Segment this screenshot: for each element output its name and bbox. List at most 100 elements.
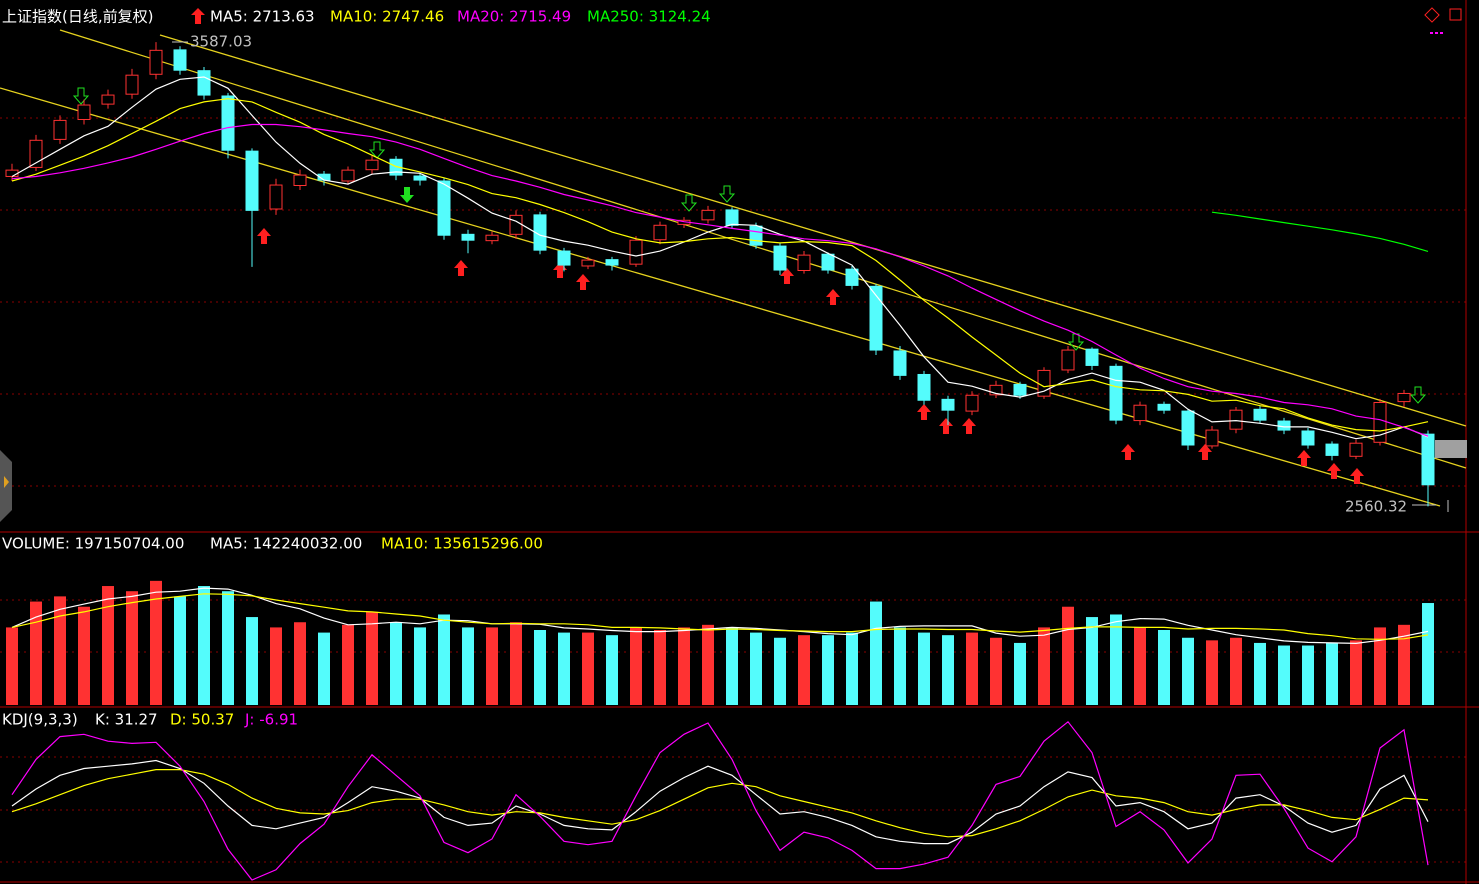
buy-arrow (939, 418, 953, 434)
volume-bar (462, 627, 474, 705)
volume-bar (654, 630, 666, 705)
candle-body (821, 253, 835, 271)
volume-bar (30, 601, 42, 705)
candle-body (245, 150, 259, 211)
volume-bar (702, 624, 714, 705)
volume-bar (1158, 630, 1170, 705)
indicator-line (11, 769, 1429, 838)
signals (72, 87, 1427, 484)
volume-bar (774, 637, 786, 705)
candle-body (1373, 402, 1387, 443)
candle-body (461, 233, 475, 241)
volume-bar (1254, 642, 1266, 705)
indicator-line (11, 720, 1429, 881)
diamond-icon (1424, 7, 1440, 23)
candle-body (293, 174, 307, 186)
volume-bar (534, 630, 546, 705)
candle-body (1325, 443, 1339, 456)
candle-body (581, 259, 595, 267)
window-icon (1449, 8, 1462, 21)
volume-bar (1062, 606, 1074, 705)
legend-entry: MA10: 2747.46 (330, 8, 444, 26)
volume-bar (918, 632, 930, 705)
panel-title: 上证指数(日线,前复权) (2, 8, 153, 26)
buy-arrow (1350, 468, 1364, 484)
volume-bar (198, 586, 210, 705)
indicator-line (11, 76, 1429, 440)
buy-arrow (780, 268, 794, 284)
candle-body (53, 119, 67, 140)
volume-bar (342, 624, 354, 705)
candle-body (749, 225, 763, 246)
buy-arrow (917, 404, 931, 420)
volume-bar (1086, 617, 1098, 705)
buy-arrow (1297, 450, 1311, 466)
volume-bar (294, 622, 306, 705)
buy-arrow (1121, 444, 1135, 460)
sell-arrow (1409, 386, 1427, 404)
candle-body (1301, 430, 1315, 446)
sell-arrow (680, 194, 698, 212)
buy-arrow (1327, 463, 1341, 479)
low-annotation: 2560.32 (1345, 498, 1407, 516)
high-annotation: 3587.03 (190, 33, 252, 51)
volume-bar (6, 627, 18, 705)
channel-line (159, 34, 1467, 427)
volume-bar (630, 627, 642, 705)
legend-entry: K: 31.27 (95, 711, 158, 729)
volume-bar (1302, 645, 1314, 705)
candle-body (437, 180, 451, 236)
legend-entry: MA10: 135615296.00 (381, 535, 543, 553)
side-tab (0, 450, 12, 522)
volume-bar (606, 635, 618, 705)
volume-bar (1350, 640, 1362, 705)
volume-bar (1278, 645, 1290, 705)
indicator-line (11, 587, 1429, 645)
volume-bar (246, 617, 258, 705)
candle-body (101, 94, 115, 105)
candle-body (989, 384, 1003, 396)
volume-bar (822, 635, 834, 705)
volume-bar (1206, 640, 1218, 705)
legend-entry: MA5: 2713.63 (210, 8, 315, 26)
candle-body (533, 214, 547, 251)
volume-bar (270, 627, 282, 705)
channel-line (0, 87, 1441, 507)
candle-body (485, 234, 499, 242)
price-tag (1435, 440, 1467, 458)
candle-body (1277, 420, 1291, 431)
volume-bar (222, 591, 234, 705)
buy-arrow (826, 289, 840, 305)
volume-bar (942, 635, 954, 705)
volume-bar (486, 627, 498, 705)
buy-arrow (576, 274, 590, 290)
candle-body (773, 245, 787, 271)
candle-body (413, 175, 427, 181)
candle-body (557, 250, 571, 266)
volume-bar (102, 586, 114, 705)
candle-body (1109, 365, 1123, 421)
volume-bar (1110, 614, 1122, 705)
candle-body (149, 49, 163, 75)
candle-body (917, 373, 931, 401)
volume-bar (1182, 637, 1194, 705)
candle-body (125, 74, 139, 95)
channel-line (59, 29, 1467, 469)
candle-body (965, 394, 979, 412)
candle-body (893, 350, 907, 376)
candle-body (221, 95, 235, 151)
candle-body (269, 184, 283, 210)
volume-bar (870, 601, 882, 705)
candle-body (5, 169, 19, 177)
legend-entry: MA5: 142240032.00 (210, 535, 362, 553)
volume-bar (318, 632, 330, 705)
candle-body (1253, 408, 1267, 421)
buy-arrow (962, 418, 976, 434)
volume-bar (174, 596, 186, 705)
side-tab-arrow (4, 476, 9, 488)
legend-entry: MA20: 2715.49 (457, 8, 571, 26)
volume-bar (1134, 627, 1146, 705)
buy-arrow (257, 228, 271, 244)
buy-arrow (1198, 444, 1212, 460)
